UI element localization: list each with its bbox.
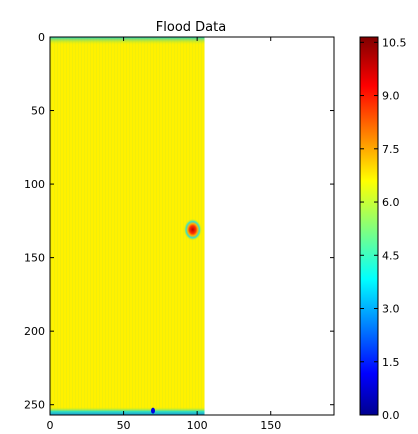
colorbar: 0.0 1.5 3.0 4.5 6.0 7.5 9.0 10.5 — [359, 36, 407, 422]
colorbar-tick-label: 7.5 — [382, 143, 400, 156]
heatmap-peak — [151, 407, 156, 414]
colorbar-tick-label: 4.5 — [382, 249, 400, 262]
y-axis: 0 50 100 150 200 250 — [24, 31, 334, 412]
colorbar-tick-label: 3.0 — [382, 303, 400, 316]
colorbar-tick-label: 6.0 — [382, 196, 400, 209]
colorbar-gradient — [360, 37, 378, 415]
heatmap-peak — [183, 218, 202, 241]
x-tick-label: 0 — [47, 419, 54, 432]
colorbar-ticks: 0.0 1.5 3.0 4.5 6.0 7.5 9.0 10.5 — [360, 36, 407, 422]
x-axis: 0 50 100 150 — [47, 37, 281, 432]
y-tick-label: 250 — [24, 399, 45, 412]
heatmap-image — [50, 37, 205, 415]
axes-frame — [49, 36, 335, 416]
x-tick-label: 100 — [187, 419, 208, 432]
heatmap-edge-top — [50, 37, 205, 45]
y-tick-label: 0 — [38, 31, 45, 44]
colorbar-tick-label: 1.5 — [382, 356, 400, 369]
chart-title: Flood Data — [156, 20, 226, 35]
colorbar-tick-label: 10.5 — [382, 36, 407, 49]
y-tick-label: 150 — [24, 252, 45, 265]
heatmap-edge-bottom — [50, 407, 205, 415]
y-tick-label: 100 — [24, 178, 45, 191]
colorbar-tick-label: 9.0 — [382, 90, 400, 103]
y-tick-label: 200 — [24, 325, 45, 338]
y-tick-label: 50 — [31, 105, 45, 118]
colorbar-tick-label: 0.0 — [382, 409, 400, 422]
x-tick-label: 50 — [117, 419, 131, 432]
x-tick-label: 150 — [260, 419, 281, 432]
heatmap-texture — [50, 37, 205, 415]
colorbar-frame — [359, 36, 379, 416]
